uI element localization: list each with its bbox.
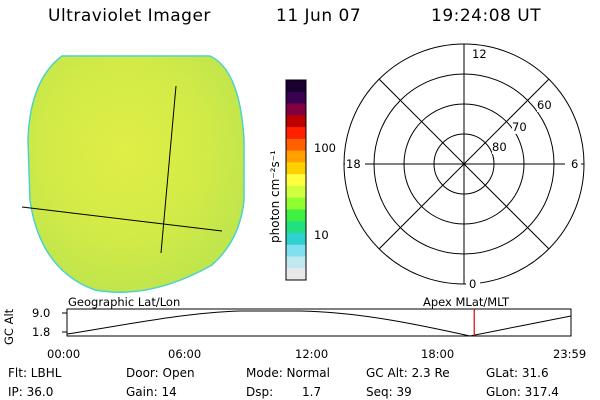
timeline-left-title: Geographic Lat/Lon xyxy=(68,295,181,309)
colorbar-frame xyxy=(285,79,307,281)
altitude-curve xyxy=(66,310,572,337)
geo-parallel-line xyxy=(21,206,223,232)
colorbar-segment xyxy=(286,162,306,175)
time-label: 19:24:08 UT xyxy=(431,6,542,26)
colorbar-tick-100: 100 xyxy=(314,141,336,155)
colorbar-segment xyxy=(286,221,306,234)
lat-label-80: 80 xyxy=(492,140,507,154)
timeline-xtick-1: 06:00 xyxy=(168,347,202,361)
timeline-ytick-bottom: 1.8 xyxy=(32,325,51,339)
timeline-xtick-3: 18:00 xyxy=(421,347,455,361)
mlt-label-0: 0 xyxy=(469,277,477,291)
mode-info: Mode: Normal xyxy=(246,366,330,380)
instrument-title: Ultraviolet Imager xyxy=(48,6,211,26)
timeline-xtick-0: 00:00 xyxy=(47,347,81,361)
timeline-right-title: Apex MLat/MLT xyxy=(423,295,510,309)
colorbar xyxy=(285,79,307,281)
door-info: Door: Open xyxy=(126,366,195,380)
colorbar-segment xyxy=(286,138,306,152)
colorbar-segment xyxy=(286,91,306,105)
colorbar-segment xyxy=(286,150,306,163)
colorbar-segment xyxy=(286,185,306,199)
colorbar-segment xyxy=(286,80,306,93)
colorbar-segment xyxy=(286,256,306,269)
timeline-ytick-top: 9.0 xyxy=(32,306,51,320)
lat-label-60: 60 xyxy=(537,98,552,112)
colorbar-segment xyxy=(286,115,306,128)
colorbar-segment xyxy=(286,232,306,246)
dsp-info-value: 1.7 xyxy=(302,385,322,399)
timeline-xtick-2: 12:00 xyxy=(295,347,329,361)
gain-info: Gain: 14 xyxy=(126,385,177,399)
colorbar-segment xyxy=(286,197,306,210)
glon-info: GLon: 317.4 xyxy=(486,385,559,399)
colorbar-segment xyxy=(286,174,306,187)
colorbar-segment xyxy=(286,103,306,116)
colorbar-segment xyxy=(286,244,306,257)
geo-meridian-line xyxy=(160,85,177,254)
colorbar-segment xyxy=(286,127,306,140)
timeline-xtick-4: 23:59 xyxy=(553,347,587,361)
colorbar-segment xyxy=(286,268,306,281)
seq-info: Seq: 39 xyxy=(366,385,412,399)
lat-label-70: 70 xyxy=(512,120,527,134)
gc-alt-info: GC Alt: 2.3 Re xyxy=(366,366,450,380)
mlt-label-12: 12 xyxy=(472,47,487,61)
ip-info: IP: 36.0 xyxy=(8,385,54,399)
dsp-info-label: Dsp: xyxy=(246,385,274,399)
colorbar-tick-10: 10 xyxy=(314,228,329,242)
mlt-label-18: 18 xyxy=(346,157,361,171)
filter-info: Flt: LBHL xyxy=(8,366,62,380)
mlt-label-6: 6 xyxy=(571,157,579,171)
colorbar-segment xyxy=(286,209,306,222)
glat-info: GLat: 31.6 xyxy=(486,366,549,380)
date-label: 11 Jun 07 xyxy=(276,6,362,26)
